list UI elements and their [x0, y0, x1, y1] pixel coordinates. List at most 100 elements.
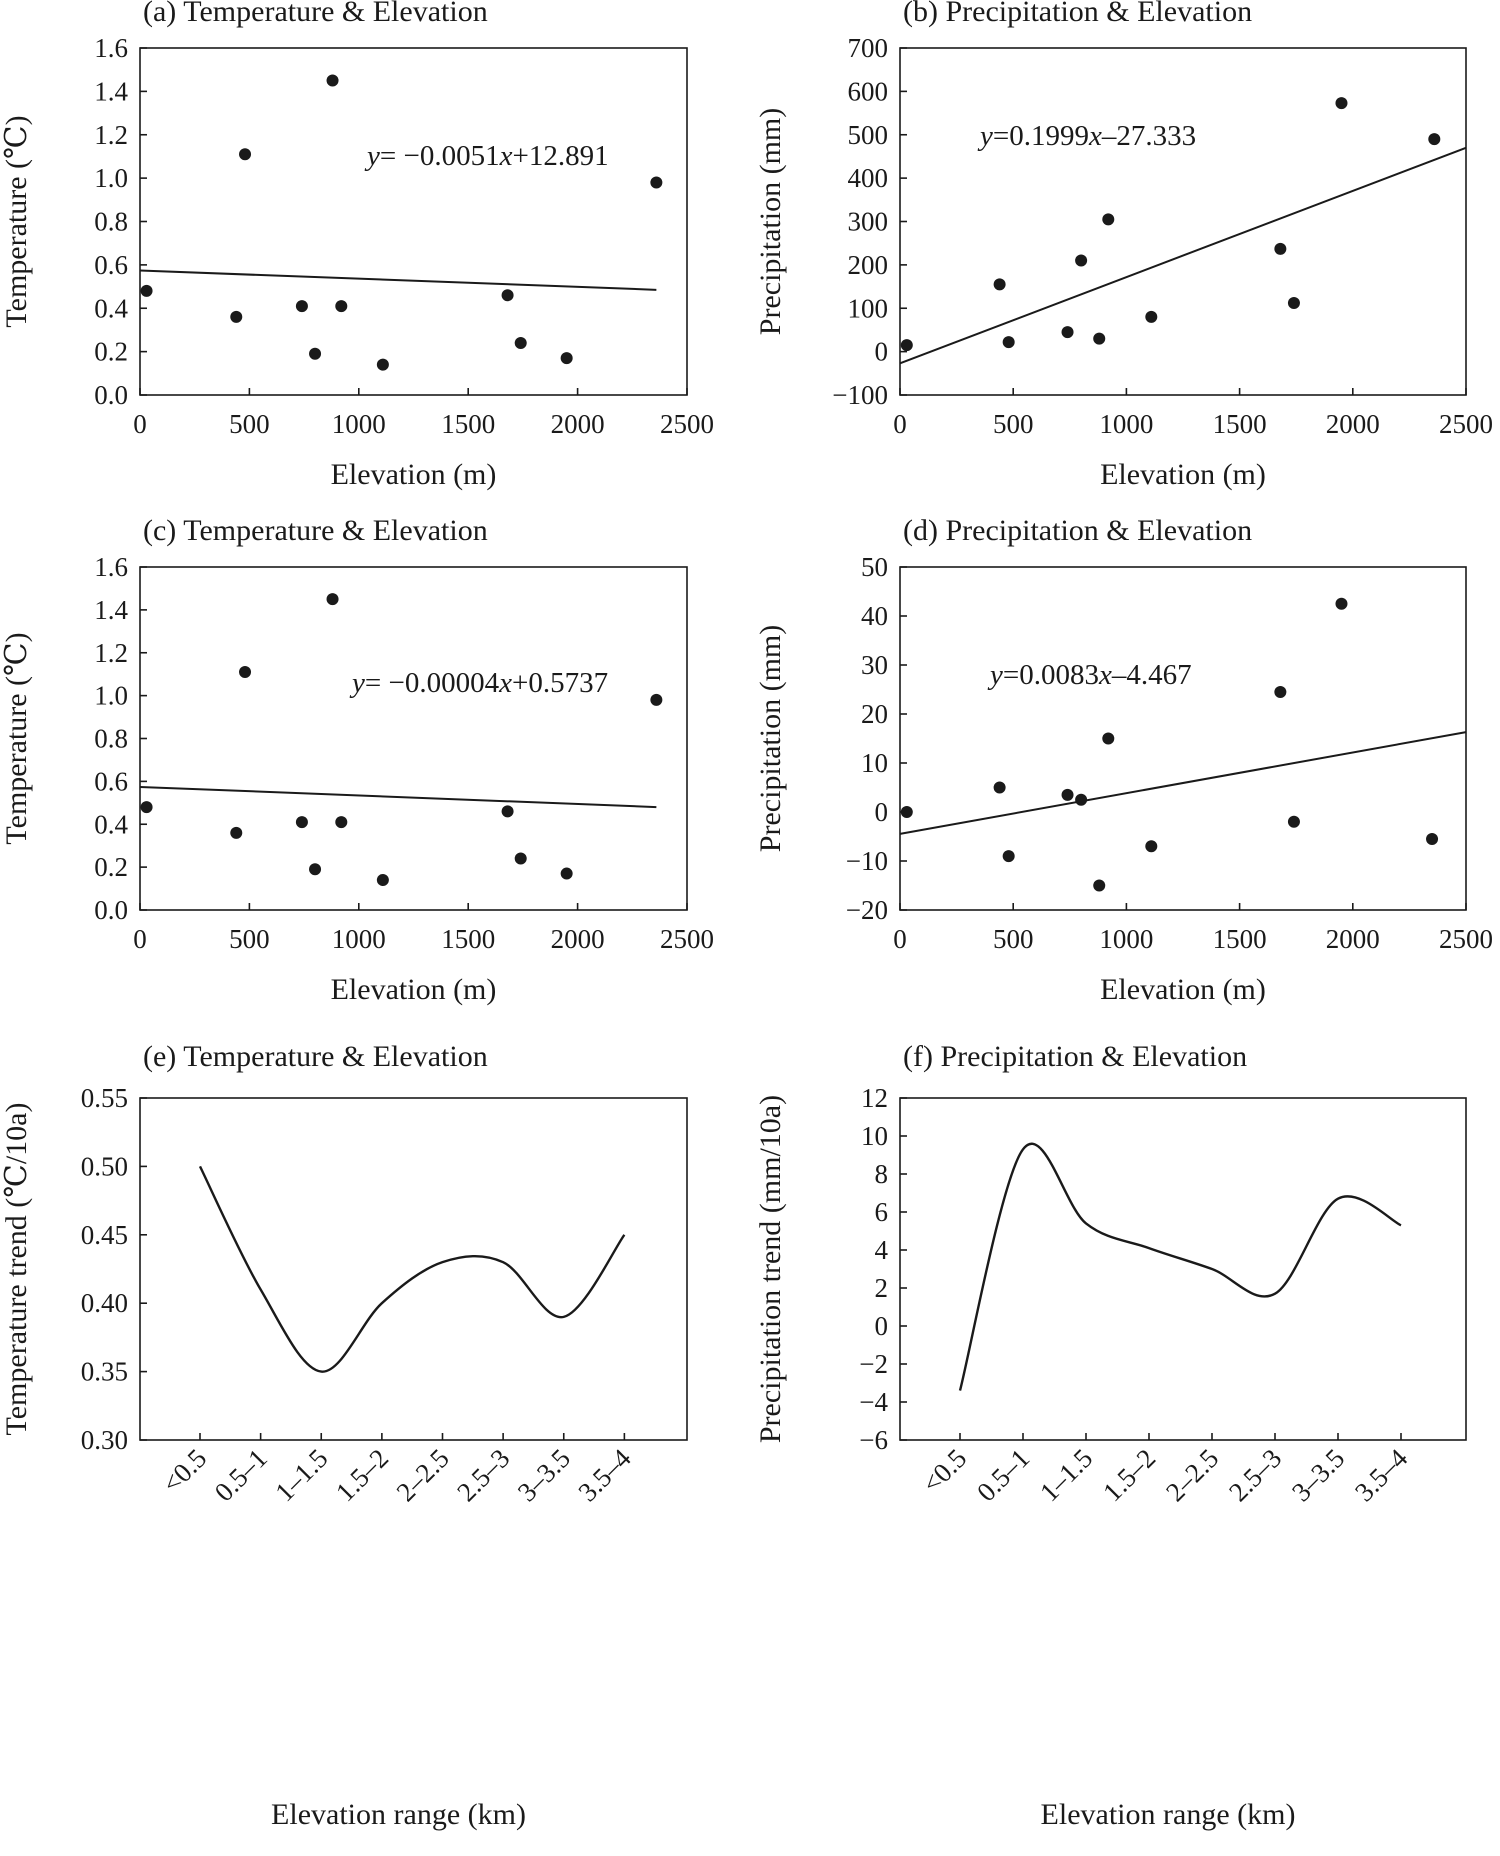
- data-point-d: [1145, 840, 1158, 853]
- y-axis-label-f: Precipitation trend (mm/10a): [754, 1095, 787, 1443]
- y-tick-label-b: 600: [848, 76, 889, 106]
- data-point-d: [1093, 879, 1106, 892]
- data-point-d: [1002, 850, 1015, 863]
- panel-title-a: (a) Temperature & Elevation: [143, 0, 488, 28]
- y-tick-label-e: 0.50: [81, 1151, 128, 1181]
- x-tick-label-b: 1500: [1213, 409, 1267, 439]
- data-point-a: [230, 310, 243, 323]
- y-axis-label-b: Precipitation (mm): [754, 108, 787, 335]
- x-tick-label-d: 1000: [1099, 924, 1153, 954]
- data-point-b: [1274, 242, 1287, 255]
- x-tick-label-d: 0: [893, 924, 907, 954]
- data-point-c: [335, 816, 348, 829]
- y-tick-label-d: 40: [861, 601, 888, 631]
- data-point-b: [993, 278, 1006, 291]
- y-tick-label-c: 1.0: [94, 681, 128, 711]
- trend-line-b: [899, 146, 1467, 365]
- plot-frame-c: [139, 566, 688, 911]
- x-category-label-f: 3.5–4: [1349, 1443, 1414, 1508]
- data-point-b: [1145, 310, 1158, 323]
- x-tick-label-c: 500: [229, 924, 270, 954]
- x-tick-label-b: 1000: [1099, 409, 1153, 439]
- y-tick-label-d: 50: [861, 552, 888, 582]
- y-tick-label-b: −100: [832, 380, 888, 410]
- equation-y-symbol: y: [977, 120, 993, 152]
- panel-d: (d) Precipitation & Elevation −20 −10 0 10 20…: [754, 514, 1493, 1006]
- y-tick-label-d: 30: [861, 650, 888, 680]
- y-tick-label-f: −4: [859, 1387, 888, 1417]
- x-tick-label-a: 1500: [441, 409, 495, 439]
- trend-curve-f: [958, 1142, 1402, 1391]
- data-point-d: [1426, 832, 1439, 845]
- y-tick-label-c: 1.2: [94, 638, 128, 668]
- y-axis-label-e: Temperature trend (℃/10a): [0, 1103, 33, 1436]
- data-point-a: [326, 74, 339, 87]
- data-point-b: [1093, 332, 1106, 345]
- data-point-b: [1002, 336, 1015, 349]
- y-tick-label-a: 0.6: [94, 250, 128, 280]
- x-tick-label-a: 2000: [551, 409, 605, 439]
- panel-title-c: (c) Temperature & Elevation: [143, 514, 488, 547]
- y-tick-label-e: 0.55: [81, 1083, 128, 1113]
- x-tick-label-d: 500: [993, 924, 1034, 954]
- data-point-c: [560, 867, 573, 880]
- y-tick-label-c: 0.8: [94, 724, 128, 754]
- x-category-label-f: 0.5–1: [971, 1443, 1035, 1507]
- x-category-label-e: 3–3.5: [512, 1443, 576, 1507]
- plot-frame-e: [139, 1097, 688, 1441]
- y-tick-label-c: 0.0: [94, 895, 128, 925]
- data-point-a: [650, 176, 663, 189]
- x-tick-label-a: 1000: [332, 409, 386, 439]
- x-category-label-e: 2–2.5: [391, 1443, 455, 1507]
- data-point-d: [1061, 788, 1074, 801]
- equation-slope: = −0.00004: [365, 667, 500, 699]
- y-tick-label-b: 100: [848, 293, 889, 323]
- data-point-d: [900, 806, 913, 818]
- x-category-label-e: 1–1.5: [269, 1443, 333, 1507]
- y-tick-label-f: 0: [875, 1311, 889, 1341]
- equation-x-symbol: x: [498, 667, 512, 699]
- y-tick-label-f: 10: [861, 1121, 888, 1151]
- x-tick-label-c: 2000: [551, 924, 605, 954]
- regression-equation-c: y= −0.00004x+0.5737: [349, 667, 608, 699]
- equation-y-symbol: y: [364, 140, 380, 172]
- y-tick-label-a: 1.0: [94, 163, 128, 193]
- x-tick-label-d: 1500: [1213, 924, 1267, 954]
- data-point-a: [501, 289, 514, 302]
- y-tick-label-b: 700: [848, 33, 889, 63]
- data-point-a: [514, 336, 527, 349]
- y-tick-label-c: 1.6: [94, 552, 128, 582]
- equation-x-symbol: x: [499, 140, 513, 172]
- data-point-c: [239, 666, 252, 679]
- y-tick-label-d: −20: [846, 895, 888, 925]
- data-point-b: [1335, 97, 1348, 110]
- data-point-b: [1287, 297, 1300, 310]
- panel-c: (c) Temperature & Elevation 0.0 0.2 0.4 0.6 0…: [0, 514, 714, 1006]
- trend-line-a: [139, 269, 657, 291]
- y-tick-label-a: 0.2: [94, 337, 128, 367]
- y-tick-label-f: −6: [859, 1425, 888, 1455]
- x-category-label-e: 3.5–4: [572, 1443, 637, 1508]
- equation-intercept: +12.891: [512, 140, 608, 172]
- y-tick-label-f: 4: [875, 1235, 889, 1265]
- data-point-d: [1287, 815, 1300, 828]
- y-tick-label-c: 0.6: [94, 766, 128, 796]
- x-tick-label-b: 500: [993, 409, 1034, 439]
- panel-title-d: (d) Precipitation & Elevation: [903, 514, 1252, 547]
- y-tick-label-f: 8: [875, 1159, 889, 1189]
- regression-equation-d: y=0.0083x–4.467: [987, 659, 1192, 691]
- x-category-label-f: 3–3.5: [1286, 1443, 1350, 1507]
- panel-b: (b) Precipitation & Elevation−1000100200…: [754, 0, 1493, 491]
- y-tick-label-d: −10: [846, 846, 888, 876]
- trend-curve-e: [198, 1165, 626, 1373]
- x-axis-label-d: Elevation (m): [1100, 973, 1266, 1006]
- data-point-a: [309, 347, 322, 360]
- y-axis-label-a: Temperature (℃): [0, 115, 33, 327]
- trend-line-d: [899, 731, 1467, 835]
- equation-intercept: +0.5737: [512, 667, 608, 699]
- x-category-label-e: 2.5–3: [451, 1443, 515, 1507]
- y-tick-label-d: 20: [861, 699, 888, 729]
- x-tick-label-a: 0: [133, 409, 147, 439]
- y-tick-label-c: 0.4: [94, 809, 128, 839]
